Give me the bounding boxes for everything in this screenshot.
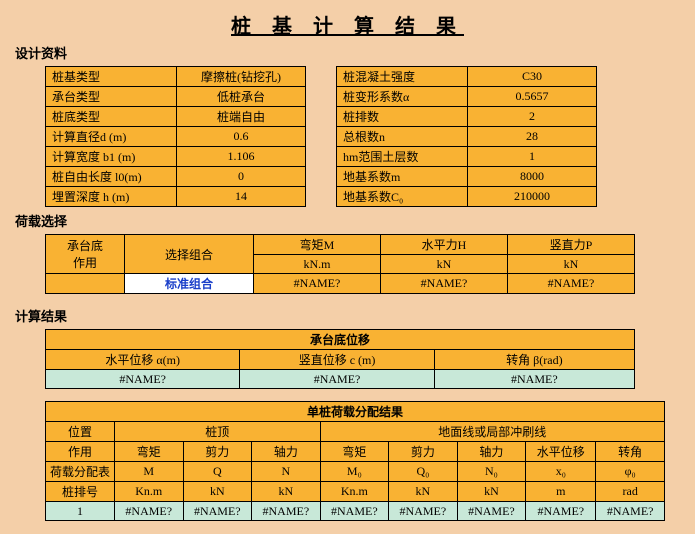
load-u-h: kN	[381, 255, 508, 274]
right-label-5: 地基系数m	[337, 167, 468, 187]
left-value-5: 0	[177, 167, 306, 187]
dist-t1: M	[115, 462, 184, 482]
left-value-1: 低桩承台	[177, 87, 306, 107]
left-label-0: 桩基类型	[46, 67, 177, 87]
page-title: 桩 基 计 算 结 果	[15, 10, 680, 39]
dist-a7: 水平位移	[526, 442, 596, 462]
right-value-2: 2	[468, 107, 597, 127]
load-left-bot: 作用	[73, 256, 97, 270]
right-value-3: 28	[468, 127, 597, 147]
dist-a1: 弯矩	[115, 442, 184, 462]
disp-h2: 竖直位移 c (m)	[240, 350, 434, 370]
dist-t6: N₀	[457, 462, 526, 482]
load-u-p: kN	[508, 255, 635, 274]
dist-u1: Kn.m	[115, 482, 184, 502]
left-label-4: 计算宽度 b1 (m)	[46, 147, 177, 167]
dist-t3: N	[252, 462, 321, 482]
section-result: 计算结果	[15, 306, 680, 325]
left-value-0: 摩擦桩(钻挖孔)	[177, 67, 306, 87]
distribution-table: 单桩荷载分配结果 位置 桩顶 地面线或局部冲刷线 作用 弯矩 剪力 轴力 弯矩 …	[45, 401, 665, 521]
dist-a3: 轴力	[252, 442, 321, 462]
dist-r5: #NAME?	[389, 502, 458, 521]
dist-u8: rad	[596, 482, 665, 502]
right-value-0: C30	[468, 67, 597, 87]
dist-r2: #NAME?	[183, 502, 252, 521]
dist-r1: #NAME?	[115, 502, 184, 521]
dist-u3: kN	[252, 482, 321, 502]
load-v-h: #NAME?	[381, 274, 508, 294]
right-label-3: 总根数n	[337, 127, 468, 147]
design-left-table: 桩基类型摩擦桩(钻挖孔)承台类型低桩承台桩底类型桩端自由计算直径d (m)0.6…	[45, 66, 306, 207]
left-label-1: 承台类型	[46, 87, 177, 107]
dist-a8: 转角	[596, 442, 665, 462]
dist-t2: Q	[183, 462, 252, 482]
section-load: 荷载选择	[15, 211, 680, 230]
dist-tbl: 荷载分配表	[46, 462, 115, 482]
disp-v2: #NAME?	[240, 370, 434, 389]
disp-v3: #NAME?	[434, 370, 634, 389]
displacement-table: 承台底位移 水平位移 α(m) 竖直位移 c (m) 转角 β(rad) #NA…	[45, 329, 635, 389]
dist-act: 作用	[46, 442, 115, 462]
disp-h1: 水平位移 α(m)	[46, 350, 240, 370]
load-h-h: 水平力H	[381, 235, 508, 255]
right-label-4: hm范围土层数	[337, 147, 468, 167]
dist-u5: kN	[389, 482, 458, 502]
dist-t5: Q₀	[389, 462, 458, 482]
dist-r7: #NAME?	[526, 502, 596, 521]
left-value-3: 0.6	[177, 127, 306, 147]
dist-r4: #NAME?	[320, 502, 389, 521]
dist-u4: Kn.m	[320, 482, 389, 502]
left-value-6: 14	[177, 187, 306, 207]
left-value-4: 1.106	[177, 147, 306, 167]
left-label-5: 桩自由长度 l0(m)	[46, 167, 177, 187]
right-label-1: 桩变形系数α	[337, 87, 468, 107]
load-u-m: kN.m	[254, 255, 381, 274]
dist-row: 桩排号	[46, 482, 115, 502]
dist-t8: φ₀	[596, 462, 665, 482]
dist-a4: 弯矩	[320, 442, 389, 462]
load-v-p: #NAME?	[508, 274, 635, 294]
load-v-m: #NAME?	[254, 274, 381, 294]
dist-rnum: 1	[46, 502, 115, 521]
left-value-2: 桩端自由	[177, 107, 306, 127]
dist-title: 单桩荷载分配结果	[46, 402, 665, 422]
right-value-5: 8000	[468, 167, 597, 187]
load-h-p: 竖直力P	[508, 235, 635, 255]
right-value-4: 1	[468, 147, 597, 167]
dist-r3: #NAME?	[252, 502, 321, 521]
design-right-table: 桩混凝土强度C30桩变形系数α0.5657桩排数2总根数n28hm范围土层数1地…	[336, 66, 597, 207]
disp-title: 承台底位移	[46, 330, 635, 350]
load-table: 承台底 作用 选择组合 弯矩M 水平力H 竖直力P kN.m kN kN 标准组…	[45, 234, 635, 294]
dist-t7: x₀	[526, 462, 596, 482]
dist-u7: m	[526, 482, 596, 502]
right-label-2: 桩排数	[337, 107, 468, 127]
dist-r6: #NAME?	[457, 502, 526, 521]
load-mid: 选择组合	[125, 235, 254, 274]
left-label-3: 计算直径d (m)	[46, 127, 177, 147]
dist-a5: 剪力	[389, 442, 458, 462]
dist-r8: #NAME?	[596, 502, 665, 521]
dist-a2: 剪力	[183, 442, 252, 462]
disp-v1: #NAME?	[46, 370, 240, 389]
dist-pos: 位置	[46, 422, 115, 442]
load-left-top: 承台底	[67, 239, 103, 253]
load-h-m: 弯矩M	[254, 235, 381, 255]
left-label-6: 埋置深度 h (m)	[46, 187, 177, 207]
dist-a6: 轴力	[457, 442, 526, 462]
load-combo: 标准组合	[125, 274, 254, 294]
dist-t4: M₀	[320, 462, 389, 482]
dist-ground: 地面线或局部冲刷线	[320, 422, 664, 442]
dist-u6: kN	[457, 482, 526, 502]
right-value-6: 210000	[468, 187, 597, 207]
dist-u2: kN	[183, 482, 252, 502]
right-label-0: 桩混凝土强度	[337, 67, 468, 87]
dist-top: 桩顶	[115, 422, 321, 442]
right-value-1: 0.5657	[468, 87, 597, 107]
right-label-6: 地基系数C₀	[337, 187, 468, 207]
disp-h3: 转角 β(rad)	[434, 350, 634, 370]
section-design: 设计资料	[15, 43, 680, 62]
left-label-2: 桩底类型	[46, 107, 177, 127]
